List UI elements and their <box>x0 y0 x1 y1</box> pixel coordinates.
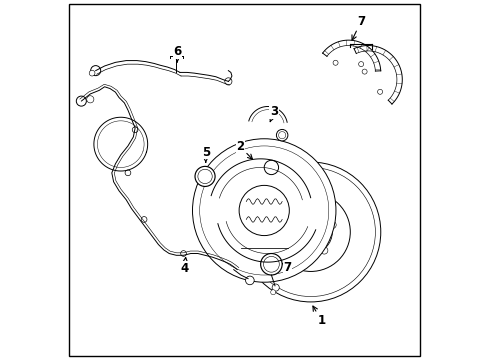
Circle shape <box>264 160 278 175</box>
Circle shape <box>263 256 279 272</box>
Circle shape <box>180 251 186 256</box>
Text: 4: 4 <box>180 257 188 275</box>
Circle shape <box>198 169 212 184</box>
Circle shape <box>278 132 285 139</box>
Circle shape <box>332 60 337 65</box>
Circle shape <box>328 221 336 229</box>
Circle shape <box>195 166 215 186</box>
Text: 2: 2 <box>236 140 252 159</box>
Circle shape <box>377 89 382 94</box>
Text: 6: 6 <box>173 45 181 62</box>
Circle shape <box>141 217 147 222</box>
Circle shape <box>271 193 349 271</box>
Circle shape <box>306 206 314 213</box>
Text: 5: 5 <box>201 145 209 162</box>
Circle shape <box>270 290 275 295</box>
Text: 1: 1 <box>312 306 325 327</box>
Circle shape <box>320 247 327 254</box>
Circle shape <box>361 69 366 74</box>
Circle shape <box>132 127 138 133</box>
Circle shape <box>125 170 131 176</box>
Circle shape <box>224 78 231 85</box>
Text: 7: 7 <box>282 261 291 274</box>
Circle shape <box>358 62 363 67</box>
Circle shape <box>285 221 292 229</box>
Circle shape <box>245 276 254 285</box>
Circle shape <box>90 66 101 76</box>
Circle shape <box>289 211 332 253</box>
Circle shape <box>276 130 287 141</box>
Circle shape <box>293 247 301 254</box>
Circle shape <box>89 70 95 76</box>
Circle shape <box>260 253 282 275</box>
Circle shape <box>192 139 335 282</box>
Circle shape <box>86 96 94 103</box>
Text: 7: 7 <box>351 15 365 40</box>
Circle shape <box>76 96 86 106</box>
Circle shape <box>271 284 279 291</box>
Circle shape <box>239 185 289 235</box>
Circle shape <box>241 162 380 302</box>
Text: 3: 3 <box>269 105 277 122</box>
